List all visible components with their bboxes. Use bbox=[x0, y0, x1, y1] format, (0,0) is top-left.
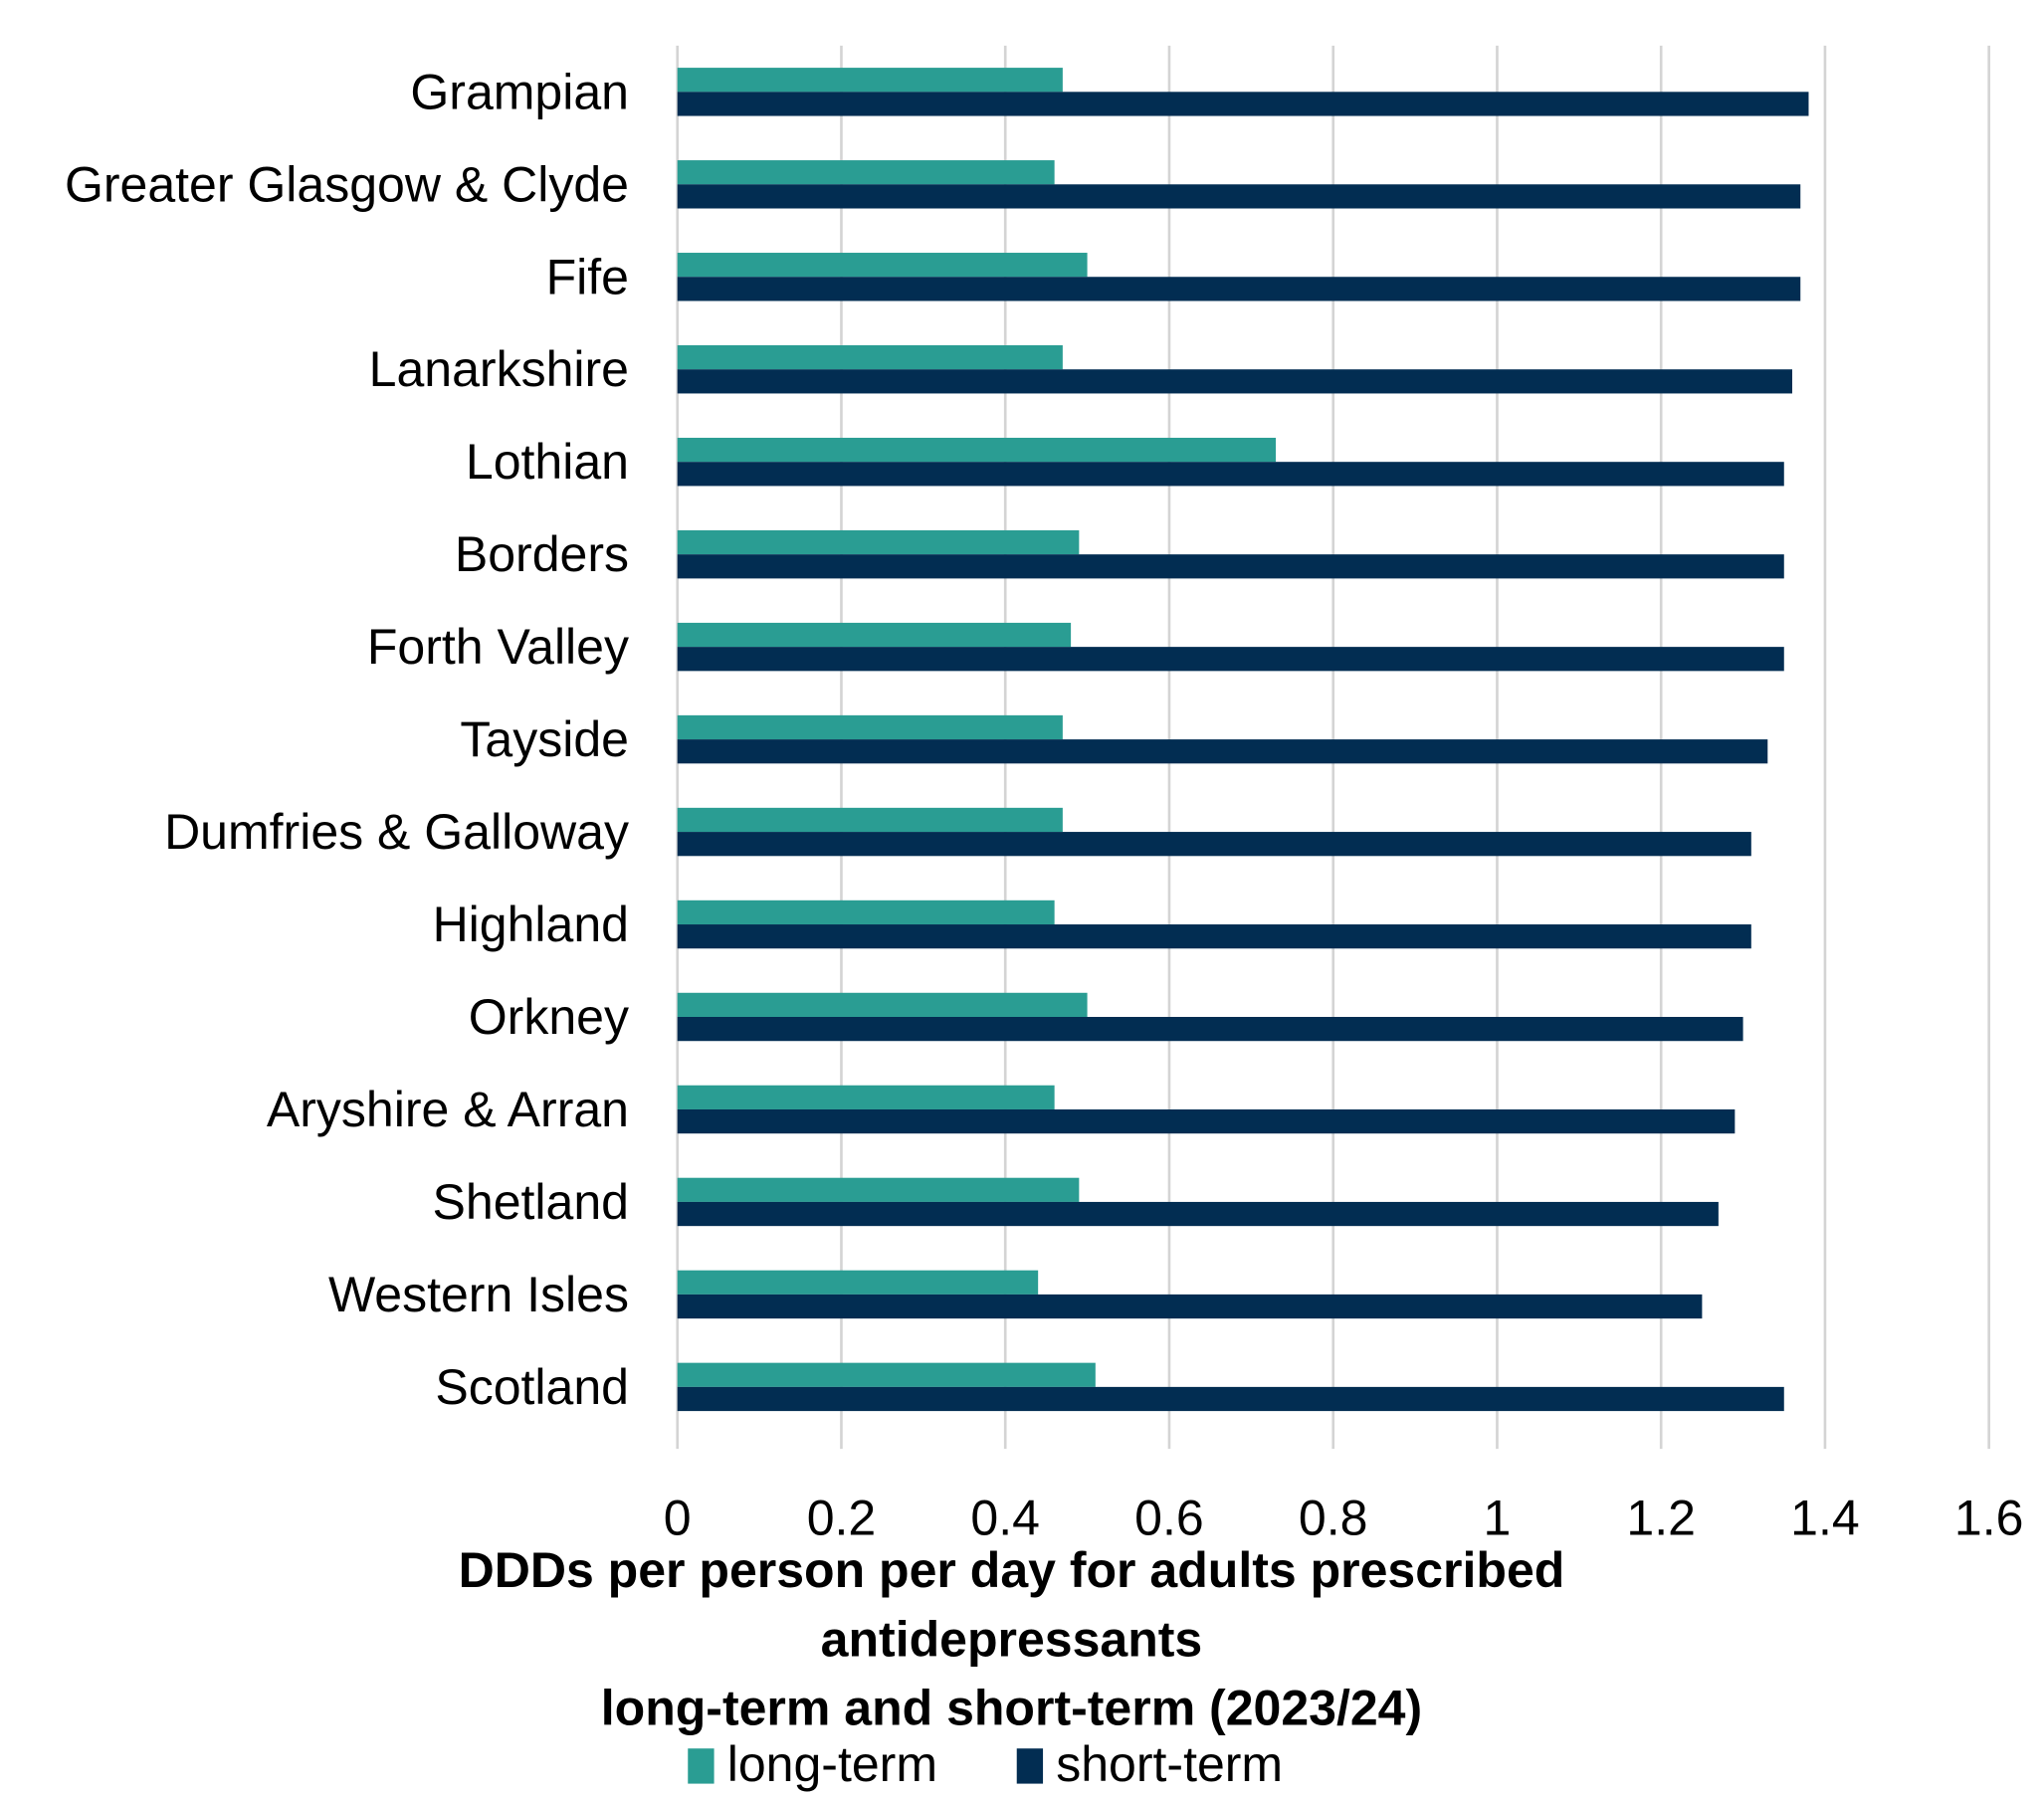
legend-swatch-long-term bbox=[688, 1748, 715, 1784]
bar-long-term bbox=[677, 1085, 1055, 1109]
bar-short-term bbox=[677, 277, 1801, 301]
bar-short-term bbox=[677, 924, 1751, 949]
bar-long-term bbox=[677, 344, 1063, 370]
bar-long-term bbox=[677, 807, 1063, 833]
bar-long-term bbox=[677, 529, 1080, 555]
x-tick-label: 0.8 bbox=[1299, 1491, 1368, 1546]
category-label: Greater Glasgow & Clyde bbox=[65, 156, 629, 212]
x-tick-label: 0.6 bbox=[1134, 1491, 1204, 1546]
bar-short-term bbox=[677, 647, 1784, 672]
category-labels: Grampian Greater Glasgow & Clyde Fife Lanar… bbox=[65, 64, 629, 1414]
x-tick-label: 1 bbox=[1484, 1491, 1512, 1546]
bar-short-term bbox=[677, 554, 1784, 579]
legend-label-short-term: short-term bbox=[1056, 1736, 1283, 1792]
category-label: Highland bbox=[433, 897, 629, 952]
bar-short-term bbox=[677, 739, 1768, 764]
bar-short-term bbox=[677, 832, 1751, 857]
x-tick-labels: 0 0.2 0.4 0.6 0.8 1 1.2 1.4 1.6 bbox=[664, 1491, 2024, 1546]
bar-short-term bbox=[677, 1017, 1743, 1042]
bar-long-term bbox=[677, 160, 1055, 185]
category-label: Borders bbox=[455, 526, 629, 582]
legend-swatch-short-term bbox=[1016, 1748, 1044, 1784]
x-tick-label: 0 bbox=[664, 1491, 692, 1546]
bar-short-term bbox=[677, 462, 1784, 487]
bar-short-term bbox=[677, 1108, 1736, 1134]
legend: long-term short-term bbox=[688, 1736, 1283, 1792]
chart-title-line: DDDs per person per day for adults presc… bbox=[459, 1542, 1565, 1598]
category-label: Dumfries & Galloway bbox=[164, 804, 629, 860]
bar-long-term bbox=[677, 622, 1072, 648]
bar-long-term bbox=[677, 1177, 1080, 1202]
category-label: Grampian bbox=[410, 64, 629, 119]
chart-title-line: long-term and short-term (2023/24) bbox=[601, 1681, 1422, 1736]
bar-long-term bbox=[677, 68, 1063, 93]
chart-title-line: antidepressants bbox=[821, 1611, 1203, 1667]
bar-short-term bbox=[677, 1201, 1719, 1227]
category-label: Shetland bbox=[433, 1174, 629, 1230]
category-label: Scotland bbox=[435, 1359, 629, 1415]
bar-long-term bbox=[677, 1270, 1039, 1295]
bar-long-term bbox=[677, 714, 1063, 740]
bar-short-term bbox=[677, 1294, 1703, 1319]
category-label: Lothian bbox=[466, 434, 629, 490]
bars bbox=[677, 68, 1809, 1412]
chart-title: DDDs per person per day for adults presc… bbox=[459, 1542, 1565, 1736]
bar-short-term bbox=[677, 369, 1793, 394]
category-label: Forth Valley bbox=[367, 619, 629, 675]
category-label: Fife bbox=[546, 249, 629, 304]
bar-short-term bbox=[677, 1386, 1784, 1412]
x-tick-label: 1.4 bbox=[1790, 1491, 1860, 1546]
x-tick-label: 1.6 bbox=[1954, 1491, 2024, 1546]
bar-long-term bbox=[677, 1362, 1096, 1387]
bar-short-term bbox=[677, 92, 1809, 116]
legend-label-long-term: long-term bbox=[727, 1736, 937, 1792]
x-tick-label: 1.2 bbox=[1626, 1491, 1696, 1546]
category-label: Aryshire & Arran bbox=[267, 1082, 629, 1137]
category-label: Orkney bbox=[469, 989, 629, 1045]
bar-long-term bbox=[677, 437, 1277, 463]
bar-short-term bbox=[677, 184, 1801, 209]
bar-long-term bbox=[677, 253, 1088, 278]
category-label: Lanarkshire bbox=[369, 341, 629, 397]
x-tick-label: 0.4 bbox=[970, 1491, 1040, 1546]
bar-long-term bbox=[677, 899, 1055, 925]
category-label: Western Isles bbox=[328, 1267, 629, 1322]
bar-long-term bbox=[677, 992, 1088, 1018]
x-tick-label: 0.2 bbox=[807, 1491, 877, 1546]
category-label: Tayside bbox=[460, 711, 629, 767]
